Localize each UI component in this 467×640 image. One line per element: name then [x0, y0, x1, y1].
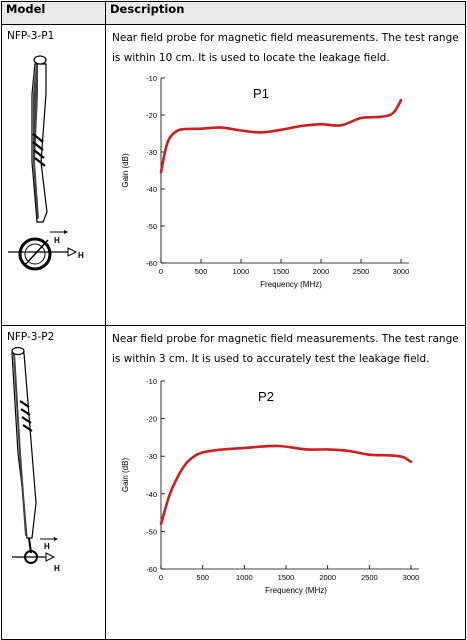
chart-title: P2 — [258, 389, 274, 404]
y-tick-label: -40 — [146, 185, 157, 194]
y-tick-label: -20 — [146, 415, 157, 424]
y-tick-label: -60 — [146, 259, 157, 268]
x-tick-label: 500 — [195, 267, 208, 276]
x-tick-label: 1000 — [236, 573, 253, 582]
field-label-side: H — [78, 251, 84, 260]
field-label-top: H — [44, 542, 50, 551]
field-label-side: H — [54, 564, 60, 573]
x-tick-label: 3000 — [393, 267, 410, 276]
arrow-right-small-icon — [64, 230, 68, 234]
y-tick-label: -10 — [146, 377, 157, 386]
table-row: NFP-3-P1 H H — [1, 24, 466, 326]
probe-p1-illustration: H H — [8, 55, 84, 271]
header-description: Description — [105, 1, 466, 25]
model-cell: NFP-3-P2 H H — [1, 325, 106, 640]
model-name: NFP-3-P1 — [7, 30, 55, 42]
table-header-row: Model Description — [1, 1, 466, 25]
description-cell: Near field probe for magnetic field meas… — [105, 325, 466, 640]
x-tick-label: 1500 — [278, 573, 295, 582]
probe-grip-stripes — [32, 133, 46, 167]
table-row: NFP-3-P2 H H Near field probe — [1, 325, 466, 640]
model-cell: NFP-3-P1 H H — [1, 24, 106, 326]
x-tick-label: 1500 — [273, 267, 290, 276]
series-line — [159, 98, 403, 174]
y-tick-label: -30 — [146, 452, 157, 461]
chart-title: P1 — [253, 86, 269, 101]
y-tick-label: -40 — [146, 490, 157, 499]
series-line — [159, 444, 413, 526]
y-tick-label: -20 — [146, 111, 157, 120]
chart-p1: -10 -20 -30 -40 -50 -600 500 1000 1500 2000 2500 30… — [121, 74, 410, 289]
probe-p2-illustration: H H — [11, 346, 60, 573]
model-name: NFP-3-P2 — [7, 331, 55, 343]
description-cell: Near field probe for magnetic field meas… — [105, 24, 466, 326]
arrow-right-small-icon — [54, 537, 58, 541]
header-model: Model — [1, 1, 106, 25]
x-tick-label: 0 — [159, 267, 163, 276]
probe-loop-stem — [23, 239, 49, 267]
chart-p2: -10 -20 -30 -40 -50 -600 500 1000 1500 2000 2500 30… — [121, 377, 420, 595]
y-tick-label: -30 — [146, 148, 157, 157]
probe-loop-inner — [24, 243, 46, 265]
x-tick-label: 3000 — [403, 573, 420, 582]
arrow-right-icon — [45, 552, 56, 562]
y-tick-label: -60 — [146, 565, 157, 574]
x-tick-label: 500 — [196, 573, 209, 582]
y-tick-label: -10 — [146, 74, 157, 83]
x-tick-label: 0 — [159, 573, 163, 582]
x-tick-label: 2500 — [361, 573, 378, 582]
probe-cap — [33, 55, 47, 65]
x-axis-label: Frequency (MHz) — [260, 280, 322, 289]
arrow-right-icon — [67, 247, 78, 257]
x-tick-label: 2000 — [313, 267, 330, 276]
x-tick-label: 2500 — [353, 267, 370, 276]
probe-handle-shade — [13, 353, 27, 536]
probe-loop — [18, 237, 52, 271]
probe-handle-shade — [33, 64, 39, 220]
y-axis-label: Gain (dB) — [121, 458, 130, 493]
x-axis-label: Frequency (MHz) — [265, 586, 327, 595]
y-tick-label: -50 — [146, 527, 157, 536]
probe-cap — [11, 346, 25, 356]
probe-handle — [11, 352, 37, 539]
x-tick-label: 1000 — [233, 267, 250, 276]
probe-grip-stripes — [19, 400, 33, 432]
y-tick-label: -50 — [146, 222, 157, 231]
field-label-top: H — [54, 236, 60, 245]
y-axis-label: Gain (dB) — [121, 153, 130, 188]
description-text: Near field probe for magnetic field meas… — [112, 333, 459, 365]
x-tick-label: 2000 — [319, 573, 336, 582]
description-text: Near field probe for magnetic field meas… — [112, 32, 459, 64]
